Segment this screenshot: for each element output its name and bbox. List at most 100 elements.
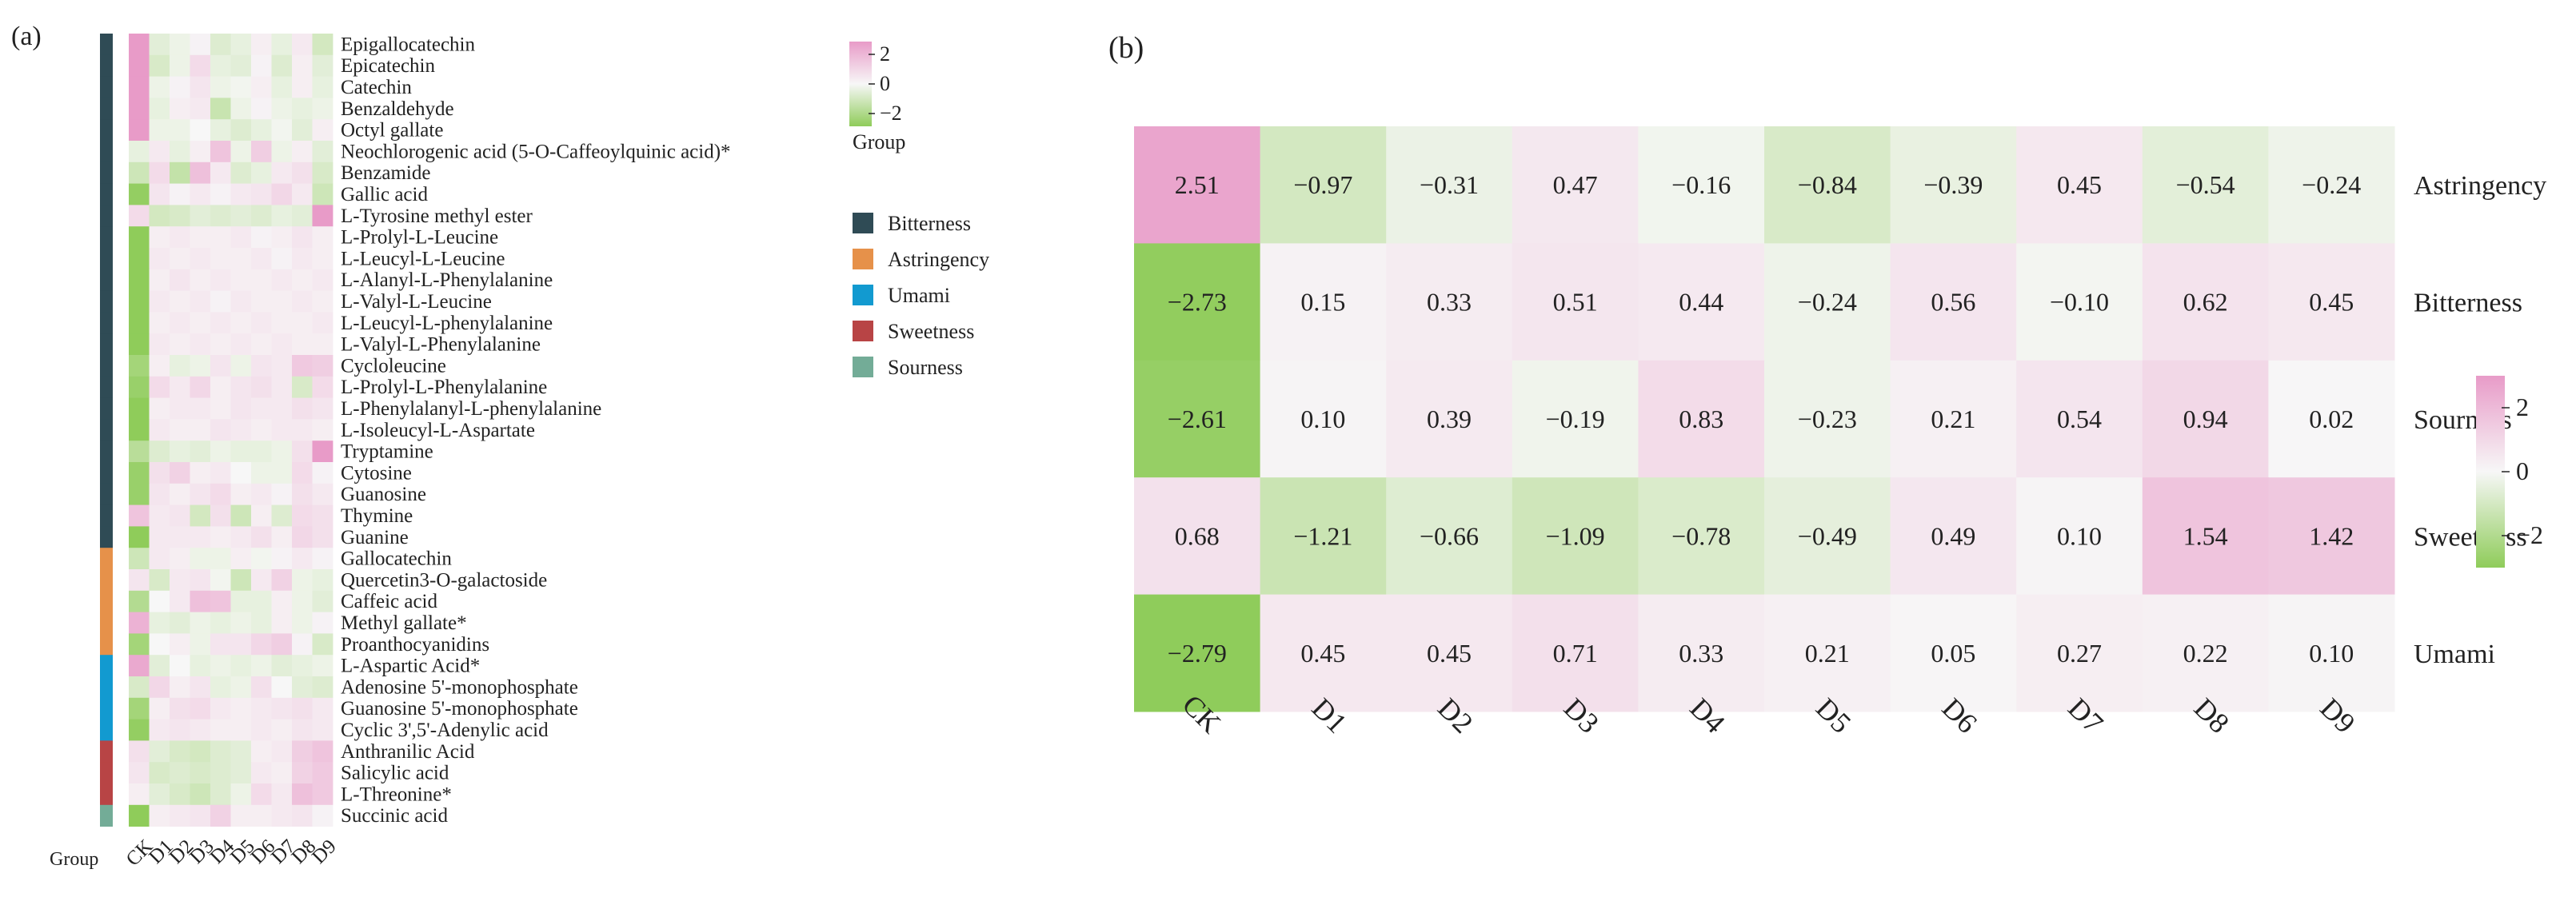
group-bar-segment bbox=[100, 441, 113, 463]
heatmap-a-row-label: Succinic acid bbox=[341, 805, 448, 827]
heatmap-b-cell bbox=[1890, 360, 2017, 478]
heatmap-b-cell-value: 0.10 bbox=[2057, 521, 2102, 550]
heatmap-b-cell-value: 0.21 bbox=[1931, 405, 1975, 433]
heatmap-b-cell bbox=[2268, 477, 2395, 596]
heatmap-a-cell bbox=[210, 248, 231, 270]
heatmap-a-cell bbox=[129, 526, 150, 548]
heatmap-a-cell bbox=[170, 697, 190, 720]
heatmap-a-cell bbox=[210, 697, 231, 720]
heatmap-a-cell bbox=[271, 740, 293, 763]
heatmap-a-cell bbox=[210, 98, 231, 120]
heatmap-a-cell bbox=[149, 633, 170, 656]
heatmap-a-cell bbox=[149, 54, 170, 77]
group-legend-label: Astringency bbox=[888, 248, 989, 271]
heatmap-a-cell bbox=[251, 76, 272, 98]
heatmap-a-cell bbox=[210, 183, 231, 205]
heatmap-a-cell bbox=[312, 719, 333, 741]
heatmap-a-cell bbox=[190, 333, 211, 356]
heatmap-a-cell bbox=[149, 697, 170, 720]
heatmap-b-cell-value: −0.84 bbox=[1798, 170, 1857, 199]
heatmap-a-cell bbox=[312, 569, 333, 592]
heatmap-b-cell bbox=[1386, 126, 1513, 244]
group-bar-segment bbox=[100, 483, 113, 505]
heatmap-a-cell bbox=[271, 54, 293, 77]
heatmap-a-cell bbox=[149, 526, 170, 548]
heatmap-b-cell-value: −2.73 bbox=[1168, 288, 1227, 317]
heatmap-a-cell bbox=[149, 141, 170, 163]
heatmap-a-cell bbox=[271, 483, 293, 505]
heatmap-a-row-label: L-Prolyl-L-Leucine bbox=[341, 227, 498, 249]
heatmap-a-cell bbox=[129, 397, 150, 420]
heatmap-b-cell-value: 0.22 bbox=[2183, 639, 2228, 668]
heatmap-a-cell bbox=[210, 483, 231, 505]
heatmap-a-cell bbox=[190, 483, 211, 505]
heatmap-a-cell bbox=[292, 269, 313, 291]
heatmap-a-cell bbox=[251, 590, 272, 612]
heatmap-b-cell-value: −0.24 bbox=[2302, 170, 2361, 199]
heatmap-a-cell bbox=[271, 376, 293, 398]
heatmap-a-row-label: Neochlorogenic acid (5-O-Caffeoylquinic … bbox=[341, 141, 731, 162]
heatmap-a-row-label: L-Isoleucyl-L-Aspartate bbox=[341, 420, 535, 441]
heatmap-b-cell bbox=[2268, 126, 2395, 244]
heatmap-a-cell bbox=[129, 740, 150, 763]
heatmap-a-cell bbox=[210, 441, 231, 463]
heatmap-a-cell bbox=[170, 248, 190, 270]
heatmap-a-cell bbox=[170, 141, 190, 163]
heatmap-a-cell bbox=[312, 419, 333, 441]
heatmap-a-cell bbox=[190, 719, 211, 741]
heatmap-a-cell bbox=[230, 205, 252, 227]
heatmap-a-cell bbox=[271, 98, 293, 120]
heatmap-a-cell bbox=[190, 590, 211, 612]
heatmap-a-cell bbox=[251, 762, 272, 784]
heatmap-b-cell bbox=[2016, 126, 2143, 244]
heatmap-a-cell bbox=[312, 397, 333, 420]
heatmap-a-cell bbox=[210, 462, 231, 484]
heatmap-b-cell bbox=[1890, 477, 2017, 596]
heatmap-b-row-label: Umami bbox=[2414, 640, 2495, 669]
heatmap-a-cell bbox=[292, 76, 313, 98]
heatmap-a-cell bbox=[271, 676, 293, 699]
colorbar-b-gradient bbox=[2476, 376, 2505, 568]
heatmap-a-cell bbox=[210, 633, 231, 656]
heatmap-a-cell bbox=[312, 226, 333, 249]
heatmap-a-cell bbox=[129, 633, 150, 656]
heatmap-b-cell bbox=[1134, 594, 1261, 712]
heatmap-a-cell bbox=[129, 183, 150, 205]
heatmap-a-cell bbox=[292, 290, 313, 313]
heatmap-b-cell-value: 0.83 bbox=[1679, 405, 1723, 433]
heatmap-b-cell-value: 2.51 bbox=[1175, 170, 1220, 199]
heatmap-a-cell bbox=[170, 719, 190, 741]
heatmap-a-cell bbox=[170, 441, 190, 463]
heatmap-a-cell bbox=[251, 655, 272, 677]
heatmap-a-cell bbox=[230, 34, 252, 56]
heatmap-a-cell bbox=[312, 633, 333, 656]
heatmap-a-cell bbox=[190, 183, 211, 205]
group-bar-segment bbox=[100, 98, 113, 120]
heatmap-b-cell bbox=[1134, 477, 1261, 596]
heatmap-b-cell-value: 1.54 bbox=[2183, 521, 2228, 550]
group-bar-segment bbox=[100, 290, 113, 313]
heatmap-b-cell-value: −0.10 bbox=[2050, 288, 2109, 317]
heatmap-a-cell bbox=[230, 462, 252, 484]
heatmap-b-cell-value: 0.51 bbox=[1553, 288, 1598, 317]
heatmap-a-cell bbox=[230, 419, 252, 441]
heatmap-a-cell bbox=[271, 355, 293, 377]
heatmap-a-cell bbox=[230, 569, 252, 592]
heatmap-b-cell-value: 0.45 bbox=[2057, 170, 2102, 199]
heatmap-a-cell bbox=[251, 526, 272, 548]
heatmap-a-cell bbox=[292, 141, 313, 163]
heatmap-a-cell bbox=[312, 804, 333, 827]
heatmap-a-cell bbox=[190, 655, 211, 677]
heatmap-b-cell-value: −0.23 bbox=[1798, 405, 1857, 433]
heatmap-a-cell bbox=[210, 590, 231, 612]
colorbar-b-tick-min: −2 bbox=[2516, 520, 2543, 549]
heatmap-a-row-label: Epigallocatechin bbox=[341, 34, 475, 55]
heatmap-a-cell bbox=[251, 697, 272, 720]
heatmap-a-cell bbox=[251, 376, 272, 398]
group-bar-segment bbox=[100, 526, 113, 548]
heatmap-a-row-label: Benzamide bbox=[341, 162, 430, 184]
colorbar-a-tick-min: −2 bbox=[880, 102, 902, 125]
heatmap-a-cell bbox=[292, 248, 313, 270]
heatmap-a-cell bbox=[149, 312, 170, 334]
